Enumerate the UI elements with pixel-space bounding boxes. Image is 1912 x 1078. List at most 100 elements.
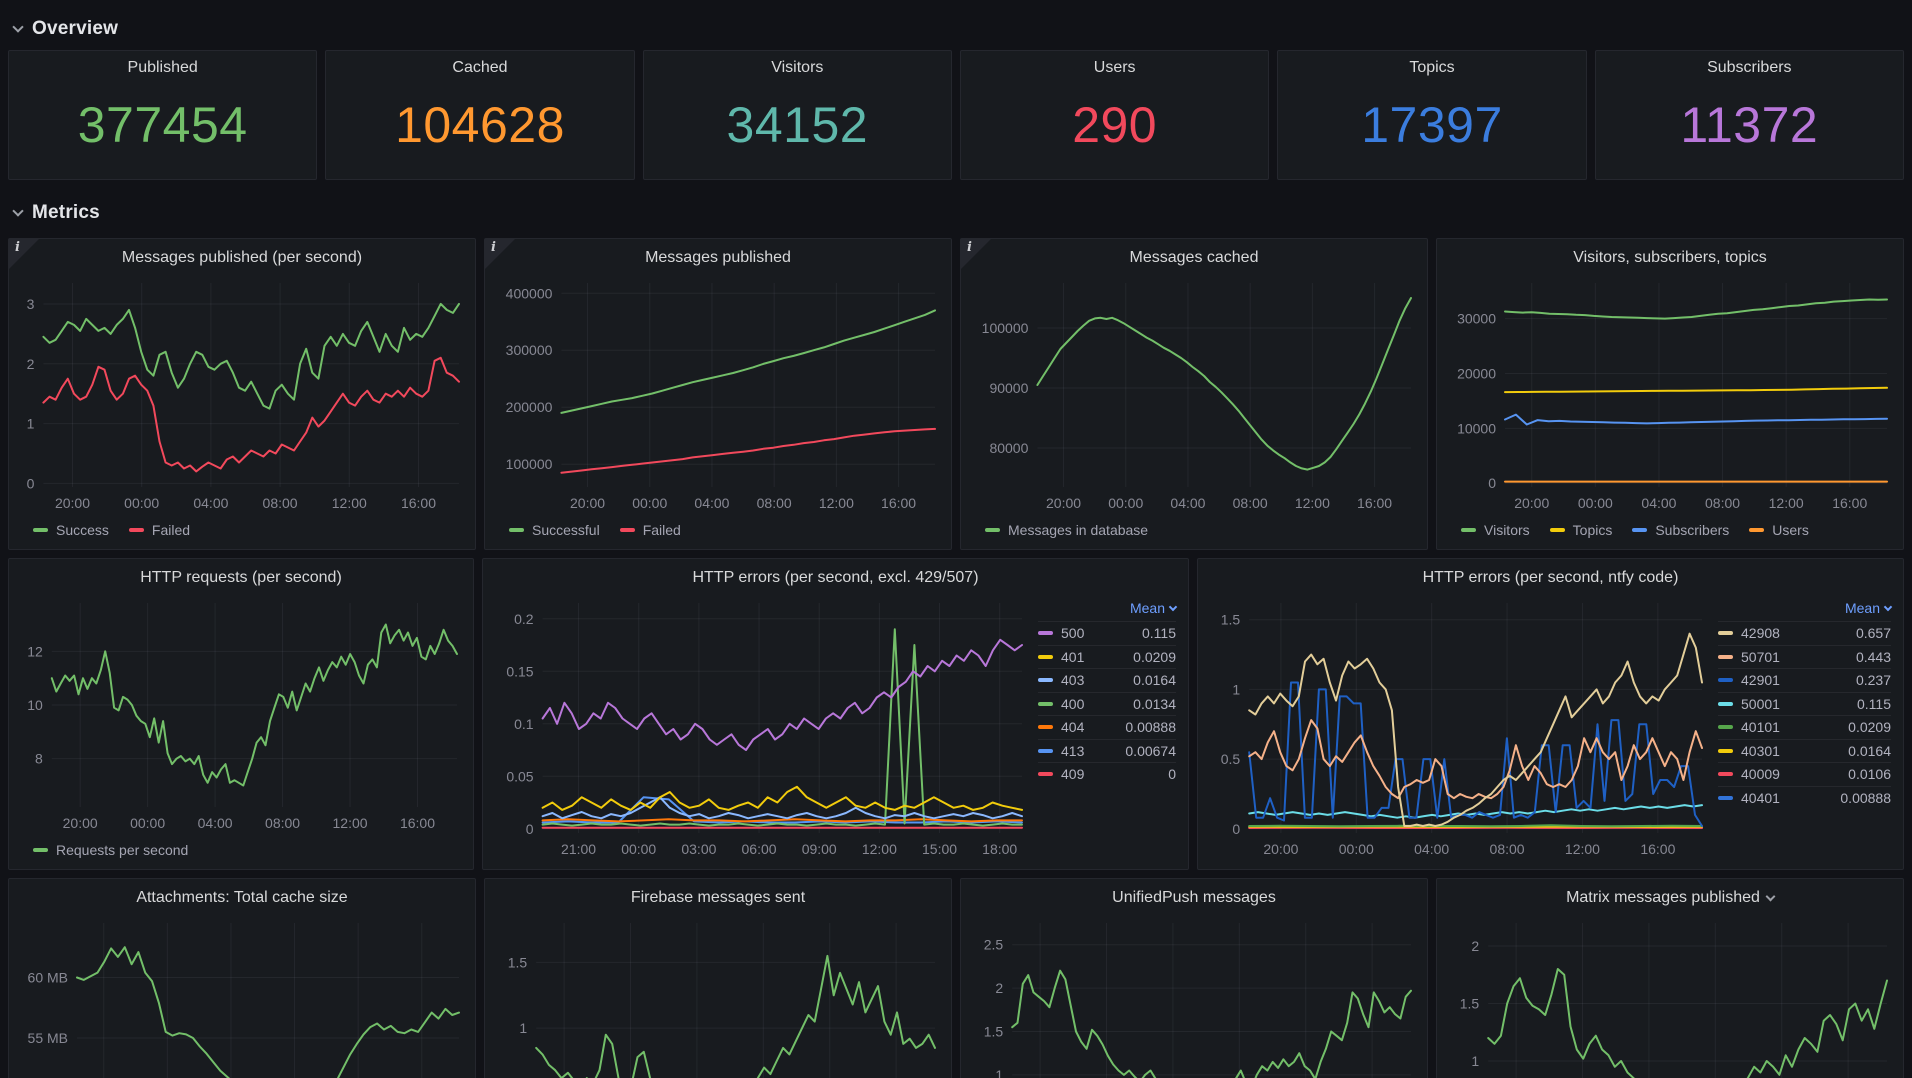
- chart-canvas[interactable]: 20:00 00:00 04:00 08:00 12:00 16:00 0 10000 2000…: [1447, 273, 1893, 517]
- svg-text:04:00: 04:00: [198, 815, 233, 831]
- legend-mean-value: 0: [1168, 766, 1176, 783]
- legend-item[interactable]: Visitors: [1461, 522, 1530, 538]
- panel-title[interactable]: Firebase messages sent: [630, 889, 806, 906]
- legend-item[interactable]: Failed: [619, 522, 681, 538]
- chevron-down-icon[interactable]: [1765, 891, 1776, 901]
- legend-series-label: 500: [1061, 625, 1085, 642]
- legend-mean-value: 0.0164: [1848, 742, 1891, 759]
- legend-table-row[interactable]: 409 0: [1038, 762, 1176, 786]
- legend-item[interactable]: Success: [33, 522, 109, 538]
- legend-mean-sort[interactable]: Mean: [1718, 595, 1893, 621]
- panel-title[interactable]: Messages cached: [1129, 249, 1259, 266]
- legend-series-swatch: [1718, 701, 1733, 706]
- stat-title[interactable]: Cached: [452, 59, 508, 76]
- svg-text:2: 2: [27, 356, 35, 372]
- panel-title[interactable]: Attachments: Total cache size: [136, 889, 348, 906]
- panel-title[interactable]: Visitors, subscribers, topics: [1573, 249, 1767, 266]
- panel-title[interactable]: Matrix messages published: [1447, 883, 1893, 913]
- svg-text:04:00: 04:00: [1414, 841, 1449, 857]
- panel-title[interactable]: HTTP errors (per second, excl. 429/507): [692, 569, 979, 586]
- panel-http-errors-ntfy: HTTP errors (per second, ntfy code) 20:0…: [1197, 558, 1904, 870]
- legend-table-row[interactable]: 50001 0.115: [1718, 691, 1891, 716]
- chart-canvas[interactable]: 20:00 00:00 04:00 08:00 12:00 16:00 0 0.5 1 1.5: [1208, 593, 1708, 863]
- svg-text:3: 3: [27, 296, 35, 312]
- legend-table-row[interactable]: 42908 0.657: [1718, 621, 1891, 645]
- svg-text:04:00: 04:00: [694, 495, 729, 511]
- stat-panel-subscribers: Subscribers 11372: [1594, 50, 1904, 180]
- legend-series-label: Topics: [1572, 522, 1613, 538]
- legend-series-swatch: [1718, 678, 1733, 683]
- metrics-row-3: Attachments: Total cache size 20:0000:00…: [8, 878, 1904, 1078]
- panel-title[interactable]: HTTP errors (per second, ntfy code): [1422, 569, 1679, 586]
- stat-value: 377454: [77, 97, 248, 153]
- stat-value: 11372: [1680, 97, 1819, 153]
- svg-text:08:00: 08:00: [263, 495, 298, 511]
- panel-title[interactable]: HTTP requests (per second): [140, 569, 342, 586]
- chart-canvas[interactable]: 21:00 00:00 03:00 06:00 09:00 12:00 15:00 18:00…: [493, 593, 1028, 863]
- legend-table-row[interactable]: 500 0.115: [1038, 621, 1176, 645]
- panel-title[interactable]: Messages published (per second): [121, 249, 363, 266]
- legend-item[interactable]: Successful: [509, 522, 600, 538]
- legend-mean-sort[interactable]: Mean: [1038, 595, 1178, 621]
- panel-title[interactable]: Messages published: [645, 249, 791, 266]
- panel-messages-cached: i Messages cached 20:00 00:00 04:00 08:00 12…: [960, 238, 1428, 550]
- stats-row: Published 377454 Cached 104628 Visitors …: [8, 50, 1904, 180]
- stat-value: 290: [1072, 97, 1158, 153]
- legend-table-row[interactable]: 40009 0.0106: [1718, 762, 1891, 786]
- legend-table-row[interactable]: 413 0.00674: [1038, 738, 1176, 763]
- legend-series-label: 42901: [1741, 672, 1780, 689]
- chevron-down-icon: [12, 21, 24, 33]
- legend-series-swatch: [1718, 654, 1733, 659]
- legend-item[interactable]: Requests per second: [33, 842, 188, 858]
- legend-table-row[interactable]: 42901 0.237: [1718, 668, 1891, 692]
- svg-text:08:00: 08:00: [265, 815, 300, 831]
- svg-text:21:00: 21:00: [561, 841, 596, 857]
- stat-title[interactable]: Published: [127, 59, 198, 76]
- svg-text:00:00: 00:00: [1108, 495, 1143, 511]
- legend-item[interactable]: Users: [1749, 522, 1809, 538]
- panel-info-icon[interactable]: i: [9, 239, 39, 269]
- legend-mean-value: 0.0106: [1848, 766, 1891, 783]
- svg-text:20:00: 20:00: [63, 815, 98, 831]
- svg-text:90000: 90000: [989, 380, 1028, 396]
- legend-mean-value: 0.0209: [1133, 648, 1176, 665]
- stat-title[interactable]: Subscribers: [1707, 59, 1792, 76]
- panel-info-icon[interactable]: i: [485, 239, 515, 269]
- legend-table-row[interactable]: 403 0.0164: [1038, 668, 1176, 692]
- svg-text:15:00: 15:00: [922, 841, 957, 857]
- panel-info-icon[interactable]: i: [961, 239, 991, 269]
- stat-title[interactable]: Topics: [1409, 59, 1455, 76]
- chart-canvas[interactable]: 20:00 00:00 04:00 08:00 12:00 16:00 0 1 2 3: [19, 273, 465, 517]
- stat-title[interactable]: Users: [1093, 59, 1136, 76]
- section-label: Metrics: [32, 202, 100, 223]
- svg-text:12:00: 12:00: [1769, 495, 1804, 511]
- legend-table-row[interactable]: 40401 0.00888: [1718, 785, 1891, 810]
- chart-canvas[interactable]: 20:00 00:00 04:00 08:00 12:00 16:00 8 10 12: [19, 593, 463, 837]
- legend-item[interactable]: Topics: [1549, 522, 1613, 538]
- panel-title[interactable]: UnifiedPush messages: [1112, 889, 1276, 906]
- svg-text:06:00: 06:00: [742, 841, 777, 857]
- legend-mean-value: 0.237: [1855, 672, 1891, 689]
- legend-item[interactable]: Messages in database: [985, 522, 1148, 538]
- legend-table-row[interactable]: 404 0.00888: [1038, 715, 1176, 739]
- svg-text:00:00: 00:00: [632, 495, 667, 511]
- stat-title[interactable]: Visitors: [771, 59, 824, 76]
- legend-table-row[interactable]: 40301 0.0164: [1718, 738, 1891, 763]
- svg-text:03:00: 03:00: [681, 841, 716, 857]
- legend-series-swatch: [509, 528, 524, 532]
- legend-table-row[interactable]: 50701 0.443: [1718, 644, 1891, 669]
- legend-table-row[interactable]: 40101 0.0209: [1718, 715, 1891, 739]
- chart-canvas[interactable]: 20:00 00:00 04:00 08:00 12:00 16:00 80000 90000…: [971, 273, 1417, 517]
- legend-table-row[interactable]: 401 0.0209: [1038, 644, 1176, 669]
- svg-text:12:00: 12:00: [1295, 495, 1330, 511]
- legend-item[interactable]: Subscribers: [1632, 522, 1729, 538]
- section-metrics[interactable]: Metrics: [8, 188, 1904, 238]
- legend-table-row[interactable]: 400 0.0134: [1038, 691, 1176, 716]
- chart-canvas[interactable]: 20:00 00:00 04:00 08:00 12:00 16:00 100000 2000…: [495, 273, 941, 517]
- section-overview[interactable]: Overview: [8, 8, 1904, 50]
- legend-item[interactable]: Failed: [128, 522, 190, 538]
